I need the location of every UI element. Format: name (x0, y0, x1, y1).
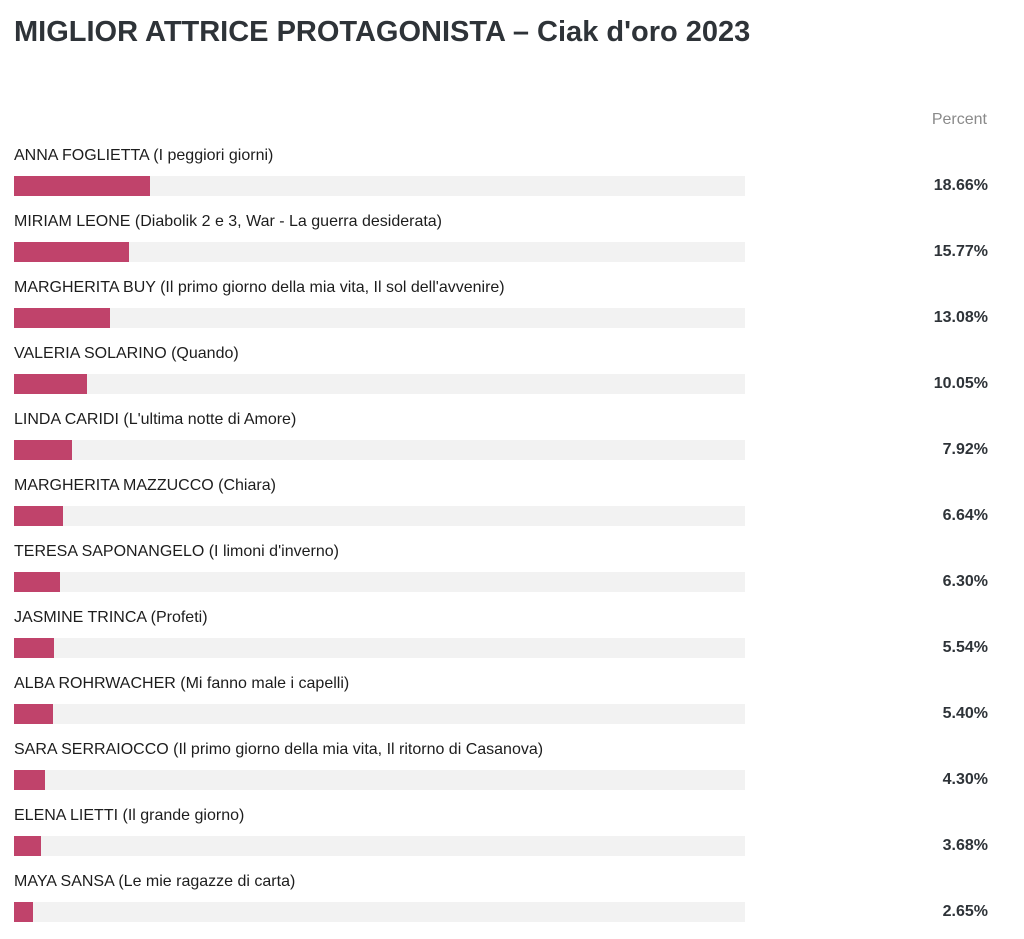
bar (14, 440, 72, 460)
bar-track (14, 176, 745, 196)
bar-track (14, 704, 745, 724)
category-label: VALERIA SOLARINO (Quando) (14, 345, 239, 363)
bar-row: ANNA FOGLIETTA (I peggiori giorni) 18.66% (14, 143, 988, 209)
category-label: LINDA CARIDI (L'ultima notte di Amore) (14, 411, 296, 429)
bar-row: LINDA CARIDI (L'ultima notte di Amore) 7.… (14, 407, 988, 473)
bar-track (14, 836, 745, 856)
bar-track (14, 638, 745, 658)
bar-row: JASMINE TRINCA (Profeti) 5.54% (14, 605, 988, 671)
bar (14, 308, 110, 328)
bar (14, 836, 41, 856)
bar-row: ELENA LIETTI (Il grande giorno) 3.68% (14, 803, 988, 869)
bar-row: MARGHERITA MAZZUCCO (Chiara) 6.64% (14, 473, 988, 539)
value-label: 5.40% (943, 705, 988, 723)
bar (14, 902, 33, 922)
value-label: 13.08% (934, 309, 988, 327)
value-label: 10.05% (934, 375, 988, 393)
bar (14, 176, 150, 196)
value-label: 4.30% (943, 771, 988, 789)
value-label: 18.66% (934, 177, 988, 195)
category-label: ELENA LIETTI (Il grande giorno) (14, 807, 244, 825)
bar-row: MARGHERITA BUY (Il primo giorno della mi… (14, 275, 988, 341)
bar-track (14, 770, 745, 790)
bar-track (14, 308, 745, 328)
category-label: MIRIAM LEONE (Diabolik 2 e 3, War - La g… (14, 213, 442, 231)
category-label: JASMINE TRINCA (Profeti) (14, 609, 208, 627)
bar-track (14, 374, 745, 394)
bar-row: MIRIAM LEONE (Diabolik 2 e 3, War - La g… (14, 209, 988, 275)
value-label: 5.54% (943, 639, 988, 657)
bar (14, 374, 87, 394)
value-label: 15.77% (934, 243, 988, 261)
category-label: TERESA SAPONANGELO (I limoni d'inverno) (14, 543, 339, 561)
bar (14, 638, 54, 658)
category-label: SARA SERRAIOCCO (Il primo giorno della m… (14, 741, 543, 759)
bar-track (14, 506, 745, 526)
bar-track (14, 572, 745, 592)
value-label: 2.65% (943, 903, 988, 921)
bar-track (14, 440, 745, 460)
bar (14, 242, 129, 262)
bar-row: VALERIA SOLARINO (Quando) 10.05% (14, 341, 988, 407)
category-label: ALBA ROHRWACHER (Mi fanno male i capelli… (14, 675, 349, 693)
bar (14, 704, 53, 724)
bar-row: MAYA SANSA (Le mie ragazze di carta) 2.65… (14, 869, 988, 935)
bar-track (14, 242, 745, 262)
bar-row: TERESA SAPONANGELO (I limoni d'inverno) 6… (14, 539, 988, 605)
bar-row: ALBA ROHRWACHER (Mi fanno male i capelli… (14, 671, 988, 737)
category-label: MARGHERITA MAZZUCCO (Chiara) (14, 477, 276, 495)
value-label: 6.30% (943, 573, 988, 591)
chart-title: MIGLIOR ATTRICE PROTAGONISTA – Ciak d'or… (14, 16, 750, 49)
bar-row: SARA SERRAIOCCO (Il primo giorno della m… (14, 737, 988, 803)
bar-chart: ANNA FOGLIETTA (I peggiori giorni) 18.66%… (14, 143, 988, 935)
value-label: 3.68% (943, 837, 988, 855)
value-label: 7.92% (943, 441, 988, 459)
bar-track (14, 902, 745, 922)
bar (14, 770, 45, 790)
percent-column-header: Percent (932, 111, 987, 129)
category-label: MAYA SANSA (Le mie ragazze di carta) (14, 873, 295, 891)
category-label: MARGHERITA BUY (Il primo giorno della mi… (14, 279, 505, 297)
bar (14, 572, 60, 592)
category-label: ANNA FOGLIETTA (I peggiori giorni) (14, 147, 273, 165)
bar (14, 506, 63, 526)
value-label: 6.64% (943, 507, 988, 525)
